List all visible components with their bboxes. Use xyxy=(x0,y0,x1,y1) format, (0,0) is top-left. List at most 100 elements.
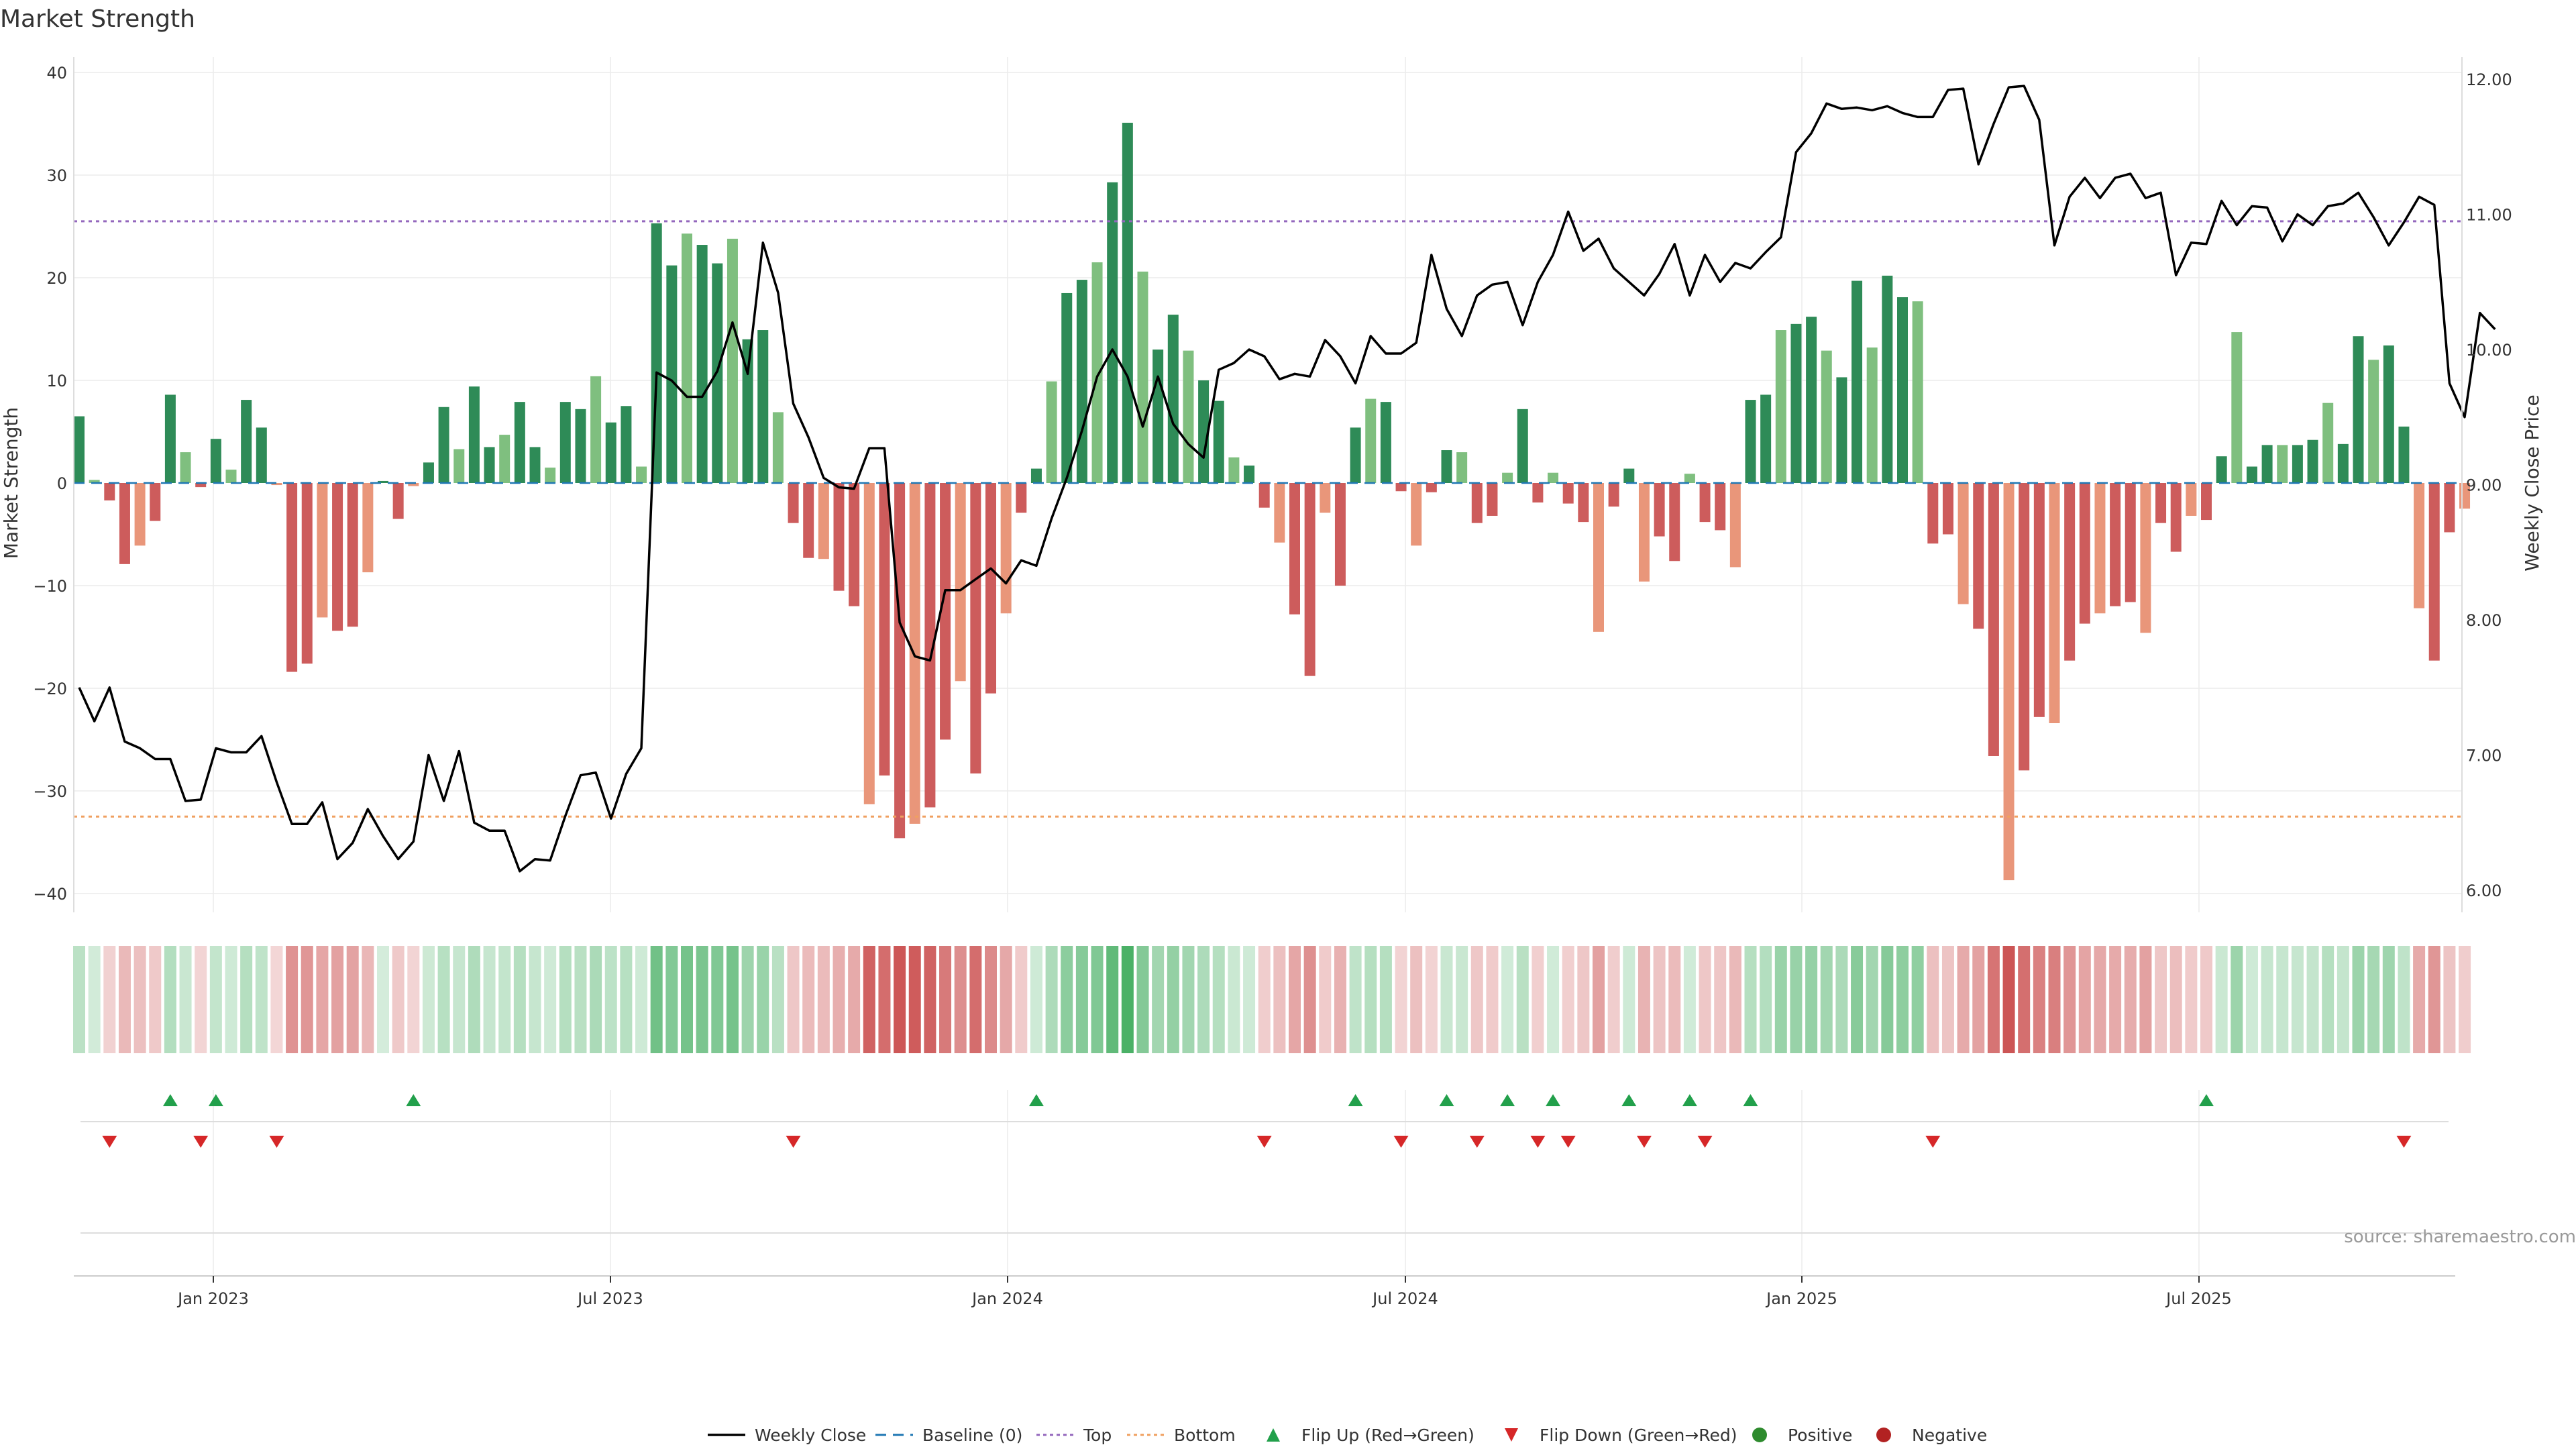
heat-cell xyxy=(2018,946,2031,1053)
heat-cell xyxy=(2413,946,2426,1053)
y2-tick-label: 12.00 xyxy=(2466,70,2512,89)
heat-cell xyxy=(1167,946,1179,1053)
heat-cell xyxy=(2459,946,2471,1053)
heat-cell xyxy=(1774,946,1787,1053)
strength-bar xyxy=(636,466,647,483)
heat-cell xyxy=(1927,946,1939,1053)
x-tick-label: Jan 2023 xyxy=(176,1289,249,1308)
legend-label: Bottom xyxy=(1174,1426,1236,1445)
strength-bar xyxy=(1806,317,1817,483)
strength-bar xyxy=(1167,315,1179,483)
legend-label: Flip Down (Green→Red) xyxy=(1540,1426,1737,1445)
heat-cell xyxy=(1790,946,1803,1053)
heat-cell xyxy=(195,946,207,1053)
strength-bar xyxy=(849,483,860,606)
heat-cell xyxy=(1941,946,1954,1053)
heat-cell xyxy=(2367,946,2380,1053)
heat-cell xyxy=(377,946,389,1053)
flip-markers xyxy=(102,1094,2412,1148)
flip-up-marker xyxy=(1743,1094,1758,1106)
heat-cell xyxy=(1593,946,1605,1053)
legend-symbol-tri-up xyxy=(1267,1428,1280,1442)
heat-cell xyxy=(2002,946,2015,1053)
legend-label: Flip Up (Red→Green) xyxy=(1301,1426,1474,1445)
strength-bar xyxy=(894,483,906,839)
strength-bar xyxy=(1244,465,1255,483)
heat-cell xyxy=(665,946,678,1053)
strength-bar xyxy=(757,330,769,483)
strength-bar xyxy=(104,483,115,501)
heat-cell xyxy=(635,946,648,1053)
strength-bar xyxy=(1030,468,1042,483)
strength-bar xyxy=(301,483,313,664)
strength-bar xyxy=(1441,450,1452,483)
heat-cell xyxy=(1425,946,1438,1053)
heat-cell xyxy=(1562,946,1574,1053)
heat-cell xyxy=(1744,946,1757,1053)
heat-cell xyxy=(771,946,784,1053)
heat-cell xyxy=(590,946,602,1053)
strength-bar xyxy=(2125,483,2136,602)
flip-down-marker xyxy=(1925,1136,1941,1148)
strength-bar xyxy=(408,483,419,486)
heat-cell xyxy=(878,946,891,1053)
heat-cell xyxy=(1623,946,1635,1053)
y-tick-label: −30 xyxy=(33,782,67,801)
heat-cell xyxy=(1440,946,1453,1053)
strength-bar xyxy=(1426,483,1437,492)
x-tick-label: Jul 2024 xyxy=(1371,1289,1438,1308)
heat-cell xyxy=(1896,946,1909,1053)
heat-cell xyxy=(453,946,466,1053)
heat-cell xyxy=(164,946,176,1053)
heat-cell xyxy=(422,946,435,1053)
strength-bar xyxy=(2003,483,2015,881)
heat-cell xyxy=(1911,946,1924,1053)
heat-cell xyxy=(1532,946,1544,1053)
grid-lines xyxy=(74,57,2462,1277)
heat-cell xyxy=(2337,946,2349,1053)
flip-down-marker xyxy=(1636,1136,1652,1148)
heat-cell xyxy=(209,946,222,1053)
heat-cell xyxy=(1289,946,1301,1053)
heat-cell xyxy=(1091,946,1104,1053)
strength-bar xyxy=(2186,483,2197,516)
heat-cell xyxy=(908,946,921,1053)
heat-cell xyxy=(817,946,830,1053)
strength-bar xyxy=(180,452,191,483)
flip-up-marker xyxy=(406,1094,421,1106)
strength-bar xyxy=(2094,483,2106,614)
heat-cell xyxy=(1851,946,1864,1053)
strength-bar xyxy=(347,483,358,627)
strength-bar xyxy=(2231,332,2243,483)
heat-cell xyxy=(1668,946,1681,1053)
strength-bar xyxy=(484,447,495,483)
strength-bar xyxy=(378,480,388,483)
flip-up-marker xyxy=(1546,1094,1561,1106)
y2-tick-label: 7.00 xyxy=(2466,747,2502,765)
strength-bar xyxy=(1699,483,1711,523)
strength-bar xyxy=(317,483,328,618)
heat-cell xyxy=(1364,946,1377,1053)
flip-down-marker xyxy=(1530,1136,1546,1148)
strength-bar xyxy=(1487,483,1498,516)
heat-cell xyxy=(1379,946,1392,1053)
strength-bar xyxy=(545,468,556,483)
strength-bar xyxy=(1957,483,1969,604)
strength-bar xyxy=(1942,483,1953,535)
strength-bar xyxy=(210,439,221,483)
strength-bar xyxy=(1183,350,1194,483)
heat-cell xyxy=(1638,946,1650,1053)
strength-bar xyxy=(1334,483,1346,586)
strength-bar xyxy=(1669,483,1680,561)
heat-cell xyxy=(1714,946,1727,1053)
strength-bar xyxy=(2368,360,2379,483)
y-axis-label: Market Strength xyxy=(0,407,22,559)
heat-cell xyxy=(88,946,101,1053)
strength-bar xyxy=(1973,483,1984,629)
flip-down-marker xyxy=(2396,1136,2412,1148)
heat-cell xyxy=(1835,946,1848,1053)
heat-cell xyxy=(1015,946,1028,1053)
heat-cell xyxy=(2231,946,2243,1053)
heat-cell xyxy=(741,946,754,1053)
strength-bar xyxy=(1046,381,1057,483)
